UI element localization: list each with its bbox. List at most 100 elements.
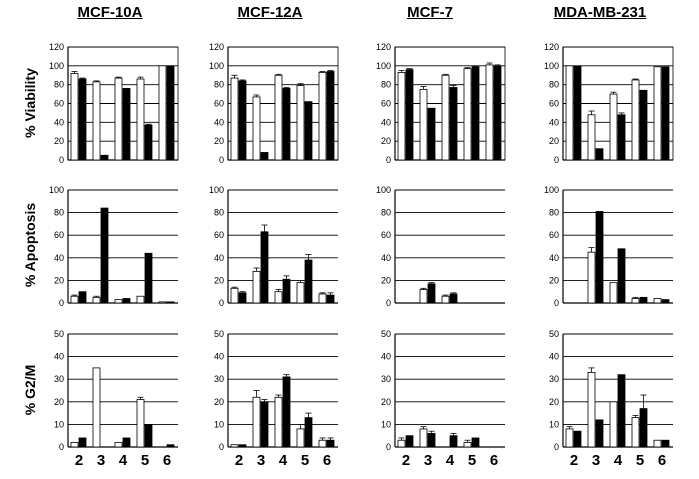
y-tick-label-mcf-10a-g2m: 50: [54, 329, 64, 339]
open-bar-mcf-10a-viability: [158, 65, 167, 161]
y-tick-label-mcf-12a-apoptosis: 60: [214, 230, 224, 240]
y-tick-label-mda-mb-231-viability: 20: [549, 136, 559, 146]
y-tick-label-mcf-12a-g2m: 0: [219, 442, 224, 452]
filled-bar-mcf-12a-viability: [304, 101, 313, 161]
y-tick-label-mcf-12a-g2m: 10: [214, 419, 224, 429]
filled-bar-mcf-7-apoptosis: [449, 293, 458, 304]
y-tick-label-mcf-10a-viability: 100: [49, 61, 64, 71]
filled-bar-mda-mb-231-g2m: [639, 408, 648, 448]
y-tick-label-mcf-7-g2m: 50: [381, 329, 391, 339]
y-tick-label-mcf-10a-apoptosis: 0: [59, 298, 64, 308]
filled-bar-mcf-12a-g2m: [282, 376, 291, 448]
open-bar-mcf-12a-viability: [296, 85, 305, 161]
filled-bar-mcf-10a-g2m: [166, 444, 175, 448]
open-bar-mda-mb-231-apoptosis: [609, 282, 618, 304]
filled-bar-mcf-12a-apoptosis: [282, 278, 291, 304]
filled-bar-mda-mb-231-g2m: [573, 430, 582, 448]
filled-bar-mcf-7-viability: [471, 66, 480, 161]
open-bar-mda-mb-231-g2m: [631, 417, 640, 448]
filled-bar-mcf-10a-g2m: [122, 437, 131, 448]
filled-bar-mcf-10a-viability: [166, 65, 175, 161]
y-tick-label-mcf-12a-g2m: 50: [214, 329, 224, 339]
open-bar-mcf-10a-apoptosis: [92, 296, 101, 304]
filled-bar-mcf-12a-apoptosis: [260, 231, 269, 304]
y-tick-label-mcf-10a-viability: 120: [49, 42, 64, 52]
filled-bar-mda-mb-231-apoptosis: [617, 248, 626, 304]
y-tick-label-mda-mb-231-viability: 0: [554, 155, 559, 165]
x-tick-label: 2: [234, 452, 244, 469]
open-bar-mcf-12a-g2m: [296, 428, 305, 448]
y-tick-label-mcf-10a-apoptosis: 100: [49, 185, 64, 195]
open-bar-mcf-10a-viability: [70, 72, 79, 161]
filled-bar-mcf-10a-g2m: [78, 437, 87, 448]
y-tick-label-mcf-12a-viability: 60: [214, 99, 224, 109]
y-tick-label-mcf-10a-viability: 40: [54, 117, 64, 127]
filled-bar-mcf-12a-apoptosis: [326, 294, 335, 304]
y-tick-label-mcf-7-g2m: 0: [386, 442, 391, 452]
y-tick-label-mcf-12a-apoptosis: 40: [214, 253, 224, 263]
filled-bar-mda-mb-231-viability: [573, 65, 582, 161]
open-bar-mcf-10a-apoptosis: [158, 301, 167, 304]
open-bar-mcf-7-viability: [463, 68, 472, 161]
column-title-mcf-7: MCF-7: [407, 4, 453, 21]
open-bar-mcf-7-apoptosis: [441, 295, 450, 304]
column-title-mda-mb-231: MDA-MB-231: [553, 4, 647, 21]
open-bar-mcf-12a-apoptosis: [230, 287, 239, 304]
filled-bar-mda-mb-231-viability: [617, 114, 626, 161]
y-tick-label-mcf-10a-viability: 0: [59, 155, 64, 165]
open-bar-mcf-12a-apoptosis: [296, 282, 305, 304]
filled-bar-mcf-7-viability: [493, 65, 502, 161]
filled-bar-mcf-12a-g2m: [304, 417, 313, 448]
x-tick-label: 5: [635, 452, 645, 469]
filled-bar-mcf-10a-apoptosis: [166, 301, 175, 304]
filled-bar-mcf-10a-apoptosis: [78, 291, 87, 304]
x-tick-label: 5: [300, 452, 310, 469]
open-bar-mcf-12a-apoptosis: [274, 291, 283, 304]
open-bar-mcf-10a-viability: [136, 78, 145, 161]
y-tick-label-mcf-10a-viability: 20: [54, 136, 64, 146]
x-tick-label: 2: [74, 452, 84, 469]
y-tick-label-mcf-7-apoptosis: 40: [381, 253, 391, 263]
y-tick-label-mda-mb-231-apoptosis: 80: [549, 208, 559, 218]
y-tick-label-mcf-12a-apoptosis: 0: [219, 298, 224, 308]
y-tick-label-mcf-12a-viability: 120: [209, 42, 224, 52]
y-tick-label-mda-mb-231-viability: 80: [549, 80, 559, 90]
x-tick-label: 4: [445, 452, 455, 469]
y-tick-label-mcf-12a-g2m: 30: [214, 374, 224, 384]
filled-bar-mda-mb-231-g2m: [617, 374, 626, 448]
y-tick-label-mda-mb-231-viability: 60: [549, 99, 559, 109]
open-bar-mcf-7-g2m: [419, 428, 428, 448]
open-bar-mda-mb-231-viability: [565, 65, 574, 161]
x-tick-label: 2: [569, 452, 579, 469]
y-tick-label-mcf-10a-apoptosis: 80: [54, 208, 64, 218]
open-bar-mcf-12a-apoptosis: [252, 270, 261, 304]
open-bar-mda-mb-231-apoptosis: [653, 298, 662, 304]
filled-bar-mcf-10a-apoptosis: [144, 252, 153, 304]
y-tick-label-mcf-12a-viability: 40: [214, 117, 224, 127]
y-tick-label-mda-mb-231-g2m: 10: [549, 419, 559, 429]
open-bar-mda-mb-231-viability: [631, 79, 640, 161]
x-tick-label: 4: [613, 452, 623, 469]
filled-bar-mda-mb-231-apoptosis: [661, 299, 670, 304]
y-tick-label-mcf-7-g2m: 10: [381, 419, 391, 429]
x-tick-label: 4: [118, 452, 128, 469]
y-tick-label-mcf-10a-g2m: 40: [54, 352, 64, 362]
filled-bar-mcf-12a-viability: [260, 152, 269, 161]
y-tick-label-mcf-12a-viability: 80: [214, 80, 224, 90]
filled-bar-mcf-12a-viability: [282, 88, 291, 161]
x-tick-label: 3: [591, 452, 601, 469]
open-bar-mcf-12a-apoptosis: [318, 293, 327, 304]
filled-bar-mcf-12a-viability: [326, 71, 335, 161]
open-bar-mcf-10a-g2m: [114, 442, 123, 448]
open-bar-mcf-10a-g2m: [136, 399, 145, 448]
filled-bar-mcf-10a-viability: [78, 78, 87, 161]
filled-bar-mda-mb-231-apoptosis: [639, 296, 648, 304]
y-tick-label-mcf-12a-viability: 0: [219, 155, 224, 165]
open-bar-mcf-10a-viability: [114, 77, 123, 161]
x-tick-label: 3: [96, 452, 106, 469]
y-tick-label-mcf-10a-apoptosis: 20: [54, 275, 64, 285]
x-tick-label: 6: [657, 452, 667, 469]
